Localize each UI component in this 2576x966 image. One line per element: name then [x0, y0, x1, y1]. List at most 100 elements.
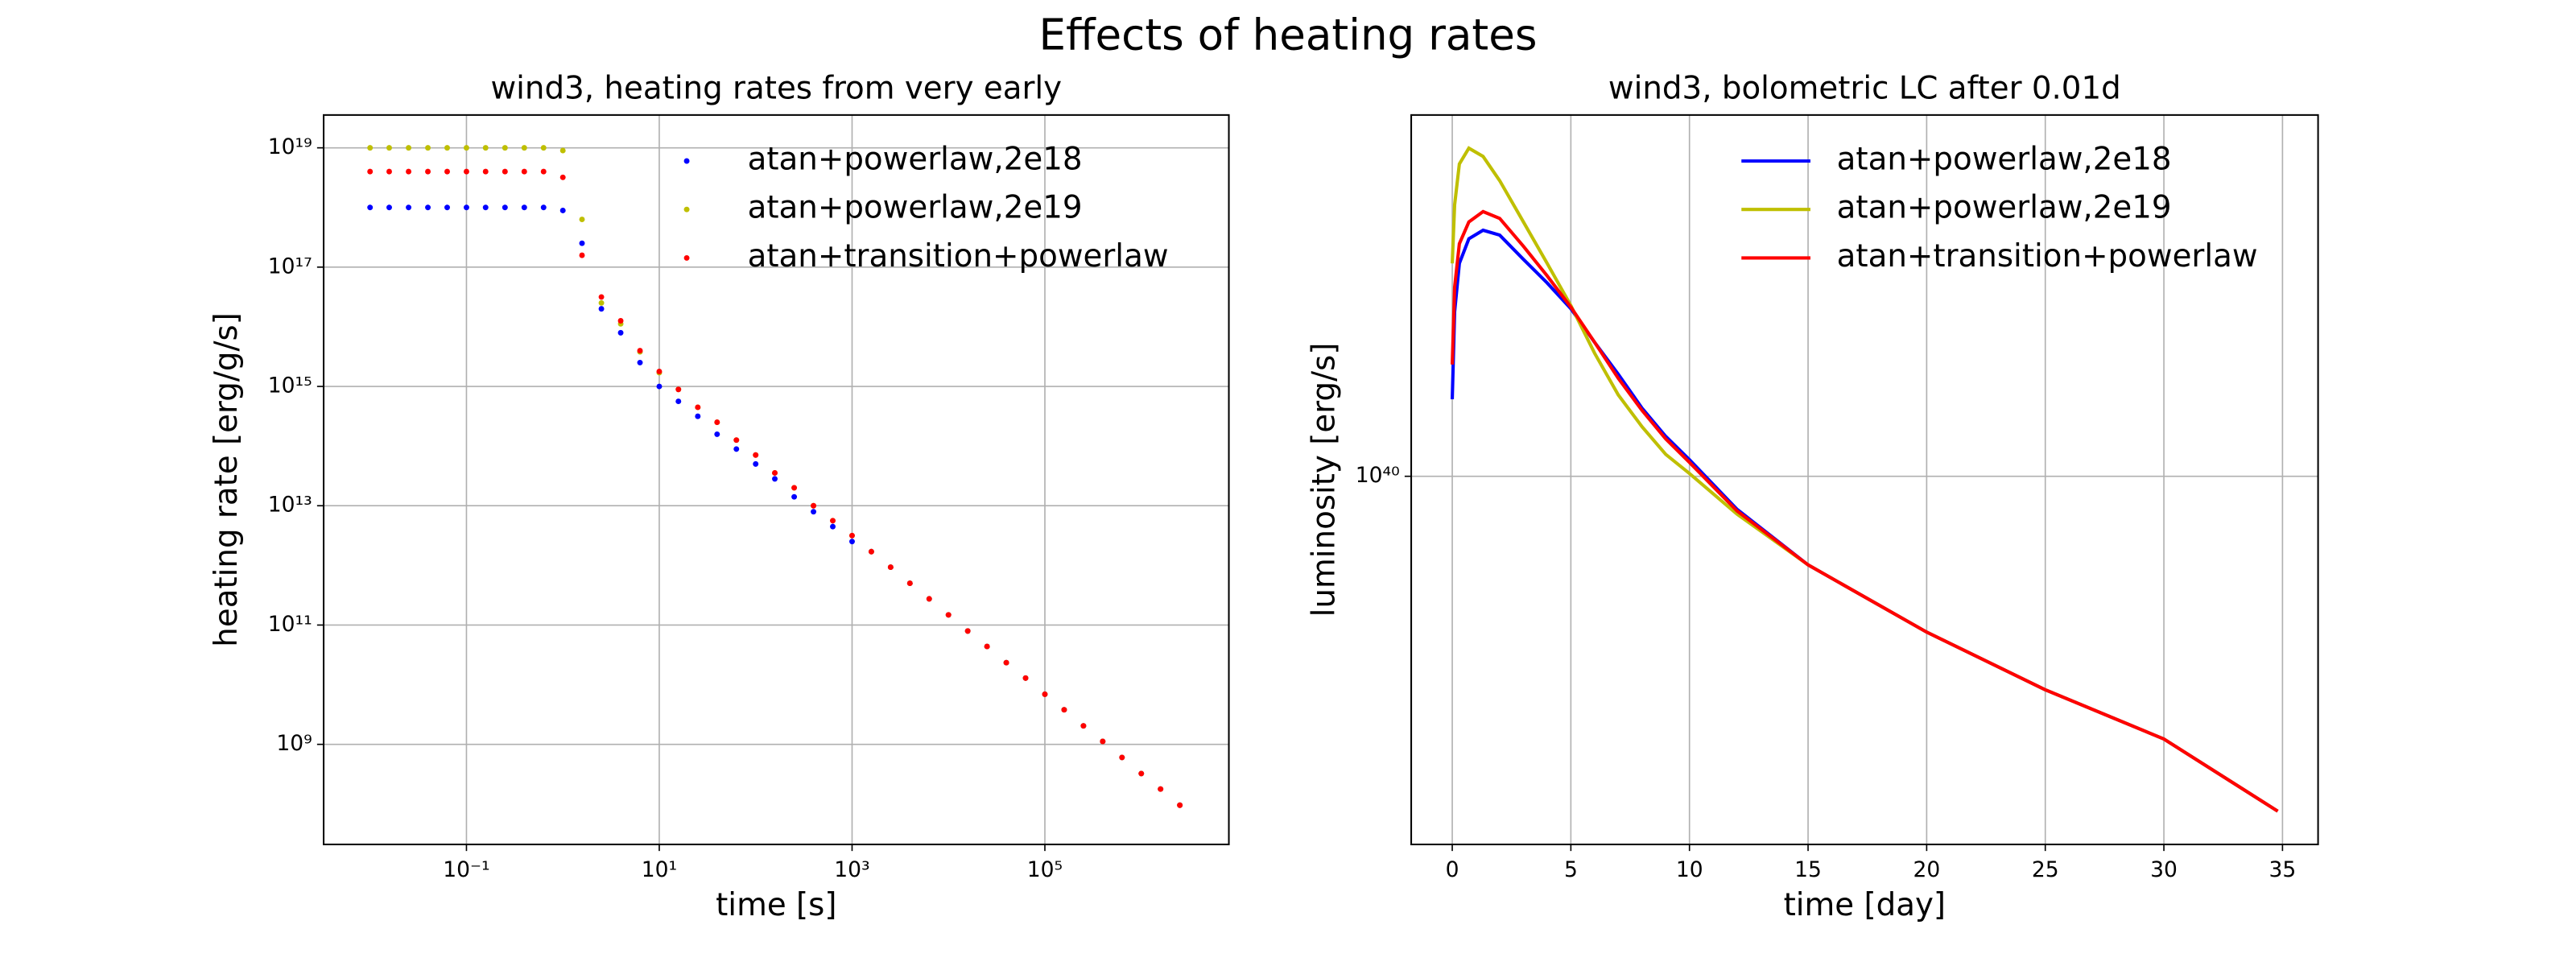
legend-label: atan+powerlaw,2e19 [748, 190, 1083, 226]
y-tick-label: 10⁴⁰ [1356, 463, 1400, 488]
scatter-point [406, 168, 412, 175]
x-tick-label: 10³ [834, 857, 869, 882]
scatter-point [540, 168, 547, 175]
scatter-point [753, 460, 759, 467]
plot-area [1451, 146, 2279, 813]
scatter-point [1138, 770, 1145, 777]
scatter-point [656, 369, 663, 374]
scatter-point [425, 168, 431, 175]
scatter-point [502, 168, 508, 175]
y-axis-label: heating rate [erg/g/s] [208, 312, 245, 647]
scatter-point [637, 348, 643, 354]
scatter-point [367, 145, 374, 151]
scatter-point [1158, 786, 1164, 792]
scatter-point [521, 204, 527, 211]
scatter-point [695, 413, 701, 419]
scatter-point [482, 204, 489, 211]
y-tick-label: 10¹³ [268, 493, 312, 518]
scatter-point [1003, 659, 1009, 666]
axes-frame [1410, 114, 2319, 845]
legend-label: atan+powerlaw,2e19 [1837, 190, 2172, 226]
x-tick-label: 35 [2269, 857, 2297, 882]
x-tick-label: 10¹ [642, 857, 677, 882]
scatter-point [463, 168, 469, 175]
scatter-point [868, 548, 874, 555]
scatter-point [559, 174, 566, 180]
scatter-point [811, 502, 817, 509]
scatter-point [598, 299, 605, 306]
legend-marker [683, 158, 690, 164]
scatter-point [386, 145, 392, 151]
scatter-point [656, 383, 663, 390]
scatter-point [714, 431, 720, 437]
scatter-point [598, 294, 605, 300]
scatter-point [772, 470, 778, 476]
scatter-point [1177, 802, 1183, 808]
x-axis-label: time [day] [1784, 887, 1946, 923]
y-tick-label: 10¹⁷ [268, 254, 312, 279]
scatter-point [482, 145, 489, 151]
scatter-point [386, 168, 392, 175]
scatter-point [714, 419, 720, 425]
scatter-point [849, 539, 855, 545]
scatter-point [830, 518, 836, 524]
axes-title: wind3, heating rates from very early [490, 71, 1062, 107]
scatter-point [579, 240, 585, 246]
scatter-point [849, 532, 855, 539]
scatter-point [811, 509, 817, 515]
scatter-point [579, 252, 585, 258]
legend-label: atan+powerlaw,2e18 [748, 142, 1083, 178]
scatter-point [1100, 738, 1106, 745]
scatter-point [791, 493, 798, 500]
axes-title: wind3, bolometric LC after 0.01d [1608, 71, 2121, 107]
scatter-point [984, 643, 990, 650]
scatter-point [521, 145, 527, 151]
scatter-point [579, 217, 585, 223]
scatter-point [367, 168, 374, 175]
scatter-point [444, 204, 450, 211]
x-axis-label: time [s] [716, 887, 836, 923]
x-tick-label: 20 [1913, 857, 1941, 882]
plot-area [367, 145, 1183, 808]
scatter-point [444, 145, 450, 151]
scatter-point [482, 168, 489, 175]
scatter-point [521, 168, 527, 175]
scatter-point [964, 628, 971, 634]
x-tick-label: 15 [1794, 857, 1822, 882]
x-tick-label: 30 [2150, 857, 2178, 882]
scatter-point [1080, 723, 1087, 729]
y-tick-label: 10¹⁵ [268, 374, 312, 398]
legend-label: atan+transition+powerlaw [748, 238, 1169, 275]
scatter-point [830, 523, 836, 530]
scatter-point [791, 485, 798, 491]
scatter-point [675, 386, 682, 393]
scatter-point [906, 580, 913, 587]
scatter-point [540, 145, 547, 151]
scatter-point [733, 446, 740, 452]
x-tick-label: 5 [1564, 857, 1578, 882]
x-tick-label: 25 [2032, 857, 2059, 882]
scatter-point [753, 452, 759, 458]
scatter-point [559, 147, 566, 154]
scatter-point [772, 476, 778, 482]
scatter-point [367, 204, 374, 211]
scatter-point [598, 306, 605, 312]
y-tick-label: 10¹⁹ [268, 134, 312, 159]
legend-label: atan+transition+powerlaw [1837, 238, 2258, 275]
line-series [1451, 209, 2279, 813]
scatter-point [926, 596, 932, 602]
scatter-point [406, 145, 412, 151]
scatter-point [425, 145, 431, 151]
scatter-point [1061, 707, 1067, 713]
scatter-point [444, 168, 450, 175]
figure-title: Effects of heating rates [1038, 10, 1537, 60]
legend-label: atan+powerlaw,2e18 [1837, 142, 2172, 178]
scatter-point [406, 204, 412, 211]
scatter-point [695, 404, 701, 411]
scatter-point [617, 318, 624, 324]
legend-marker [683, 254, 690, 261]
scatter-point [502, 204, 508, 211]
x-tick-label: 10 [1676, 857, 1703, 882]
